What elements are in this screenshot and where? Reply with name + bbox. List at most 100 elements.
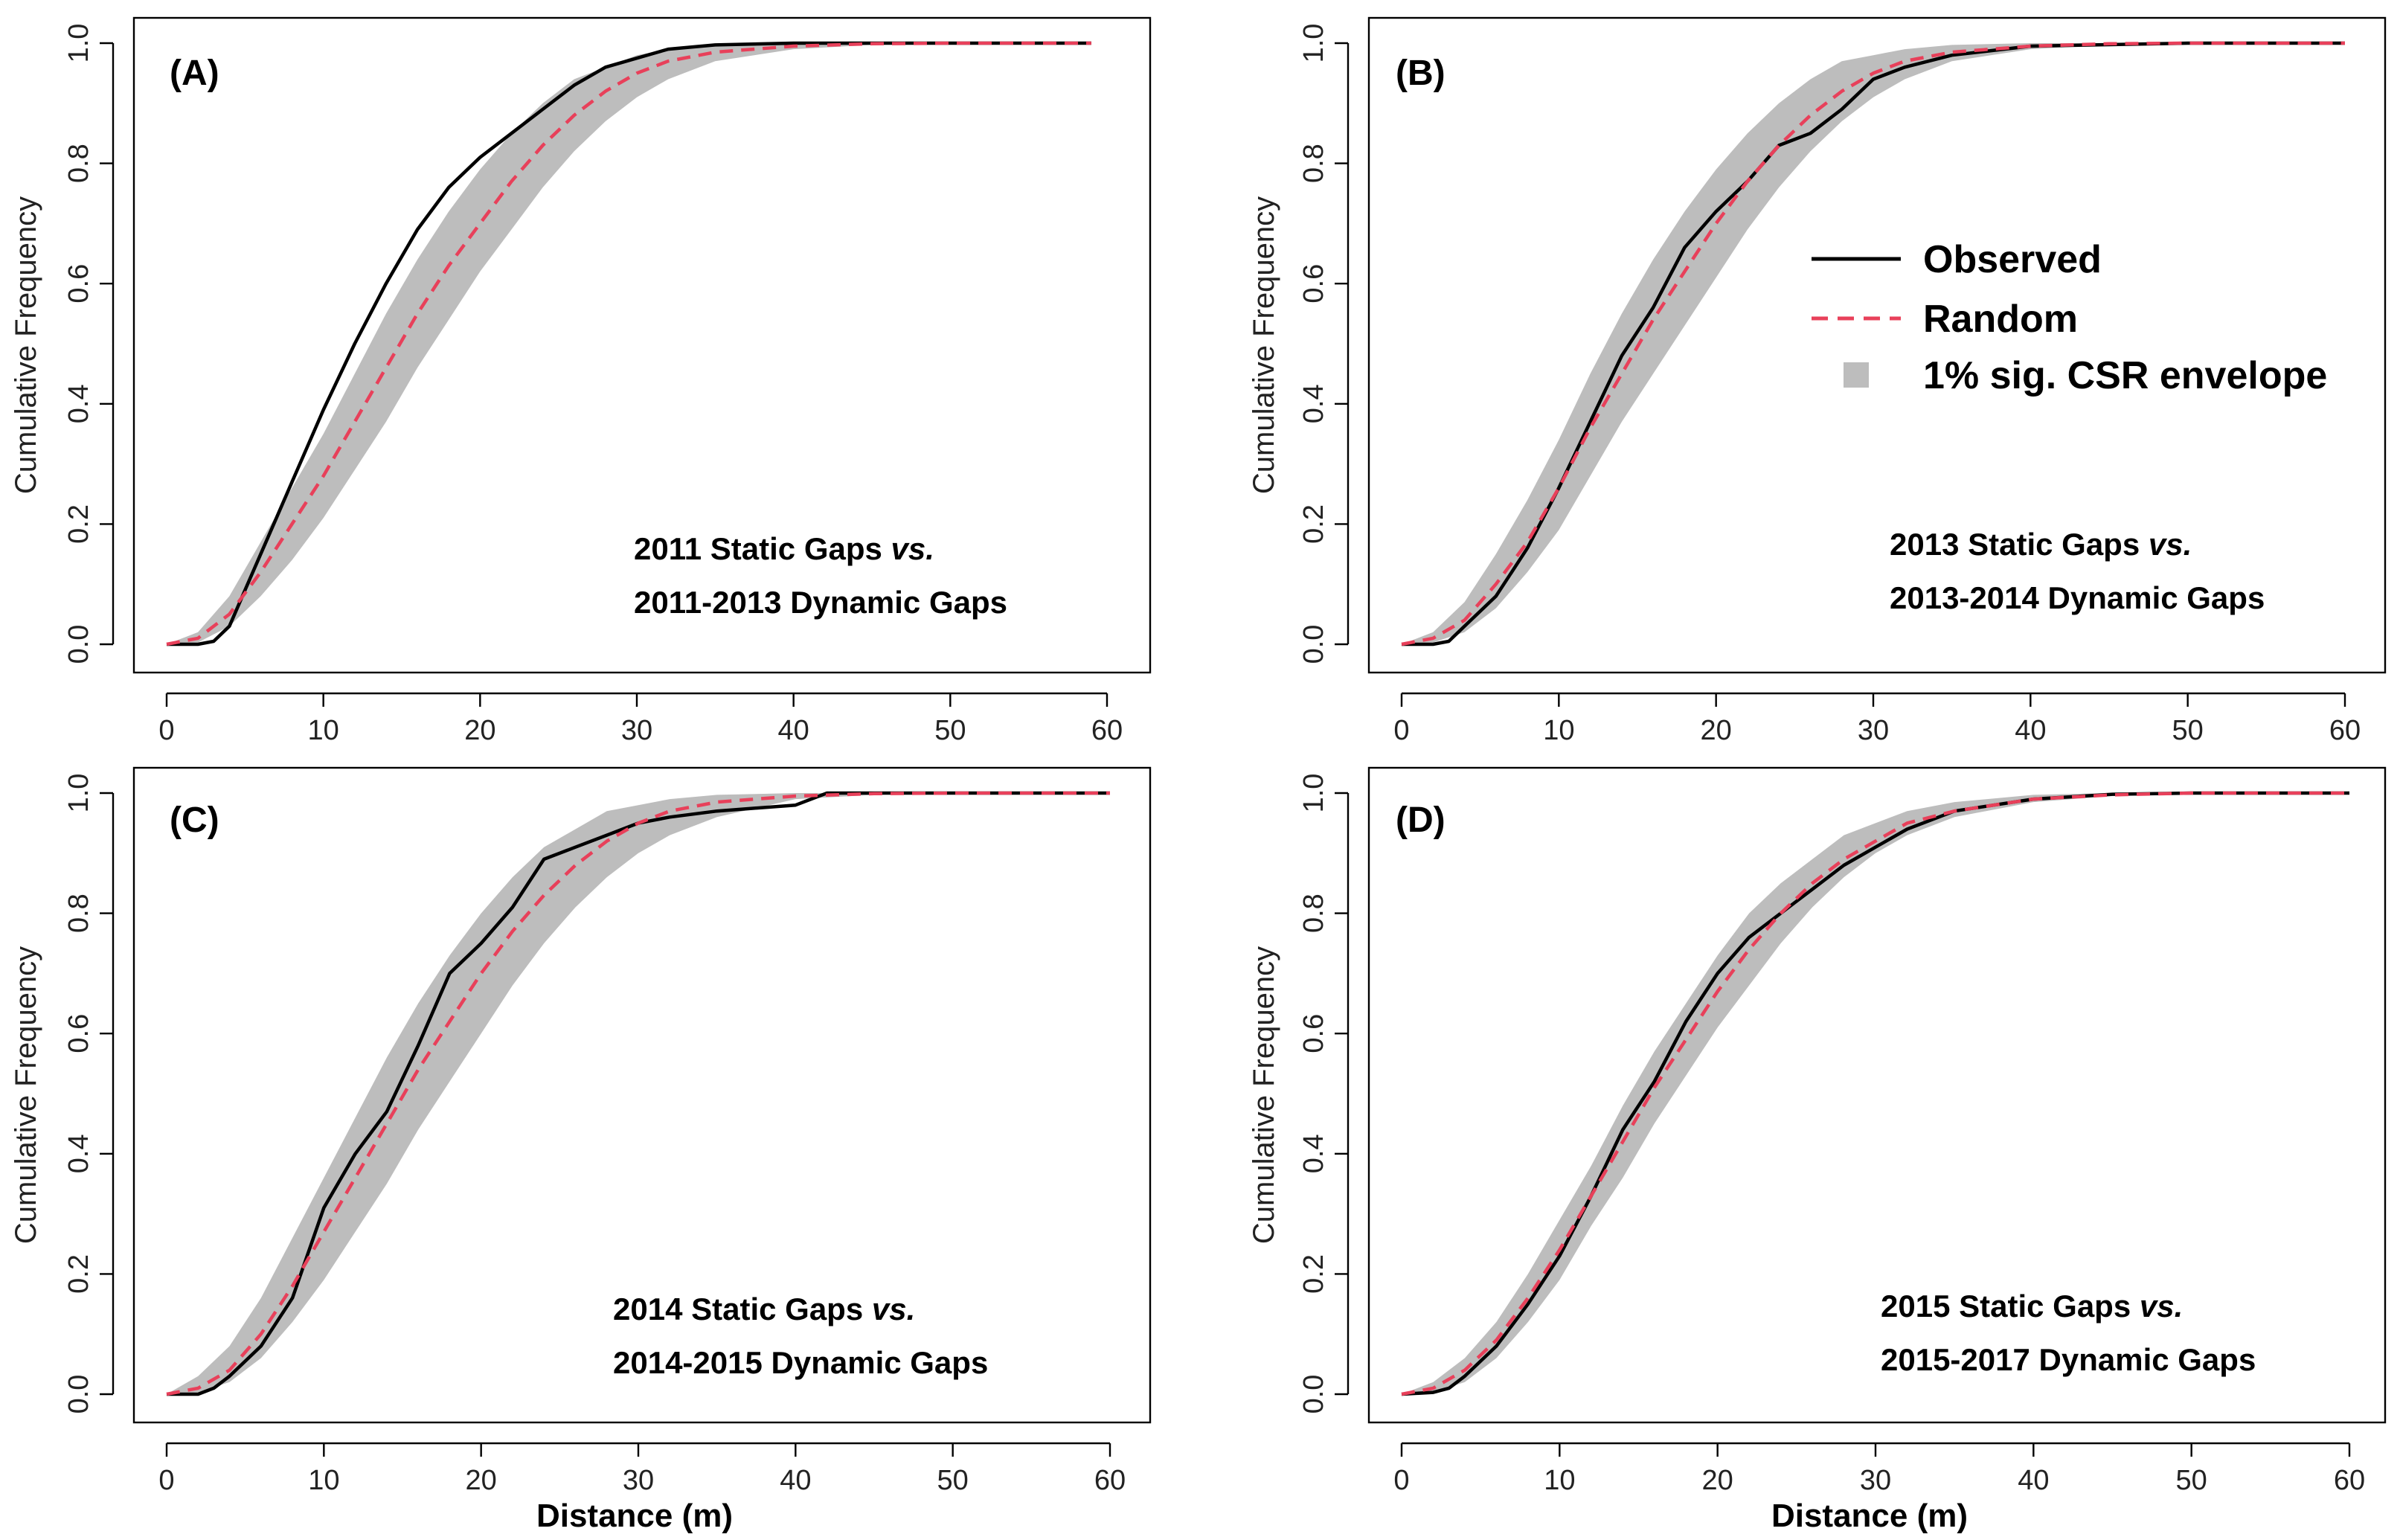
y-tick-label: 0.2 [63,504,94,544]
x-tick-label: 20 [1701,715,1732,746]
y-tick-label: 0.6 [63,264,94,304]
y-tick-label: 0.0 [63,1375,94,1414]
y-tick-label: 0.4 [63,384,94,423]
panel-label: (B) [1396,54,1446,93]
legend-random-label: Random [1923,298,2078,341]
y-tick-label: 0.0 [63,625,94,664]
x-tick-label: 20 [466,1465,497,1496]
panels: 0 10 20 30 40 50 60 0.0 0.2 0.4 0.6 0.8 1.0 Cumulativ… [10,16,2387,1534]
x-tick-label: 10 [308,715,339,746]
random-line [1401,791,2349,1396]
plot-frame [132,766,1152,1424]
x-tick-label: 0 [1393,1465,1409,1496]
y-axis-title: Cumulative Frequency [1248,196,1280,494]
comparison-note-line2: 2014-2015 Dynamic Gaps [613,1345,988,1380]
panel-label: (D) [1396,801,1446,840]
observed-line [167,41,1091,647]
comparison-note-line1: 2015 Static Gaps vs. [1881,1289,2183,1324]
x-tick-label: 30 [621,715,652,746]
random-line [166,41,1091,647]
note-static: 2013 Static Gaps [1890,527,2149,562]
y-tick-label: 0.2 [1298,504,1329,544]
plot-frame [1367,16,2387,674]
csr-envelope-band [1402,793,2349,1394]
x-tick-label: 10 [1543,715,1574,746]
y-tick-label: 0.6 [1298,264,1329,304]
x-axis-title: Distance (m) [536,1498,733,1534]
panel-label: (C) [170,801,219,840]
x-tick-label: 0 [1393,715,1409,746]
note-static: 2014 Static Gaps [613,1292,872,1326]
observed-line [167,791,1110,1396]
comparison-note-line2: 2011-2013 Dynamic Gaps [634,585,1007,620]
x-tick-label: 0 [158,715,174,746]
x-tick-label: 40 [778,715,809,746]
x-tick-label: 40 [2018,1465,2049,1496]
x-tick-label: 50 [934,715,966,746]
observed-line [1401,791,2349,1396]
comparison-note-line1: 2011 Static Gaps vs. [634,531,934,566]
y-tick-label: 1.0 [63,774,94,813]
y-tick-label: 0.6 [1298,1014,1329,1053]
y-tick-label: 0.8 [63,144,94,183]
panel-4: 0 10 20 30 40 50 60 0.0 0.2 0.4 0.6 0.8 1.0 Cumulativ… [1248,766,2387,1534]
note-static: 2015 Static Gaps [1881,1289,2140,1324]
csr-envelope-band [167,43,1091,644]
comparison-note-line1: 2013 Static Gaps vs. [1890,527,2192,562]
y-tick-label: 0.4 [1298,1134,1329,1173]
x-tick-label: 60 [1094,1465,1126,1496]
x-tick-label: 20 [464,715,495,746]
y-tick-label: 1.0 [1298,24,1329,63]
y-tick-label: 0.4 [63,1134,94,1173]
y-tick-label: 0.0 [1298,625,1329,664]
note-vs: vs. [2149,527,2192,562]
legend: Observed Random 1% sig. CSR envelope [1812,238,2327,397]
note-vs: vs. [891,531,934,566]
x-tick-label: 10 [1544,1465,1575,1496]
comparison-note-line2: 2013-2014 Dynamic Gaps [1890,580,2265,615]
note-vs: vs. [2140,1289,2183,1324]
x-tick-label: 40 [780,1465,811,1496]
random-line [1401,41,2345,647]
x-axis-title: Distance (m) [1771,1498,1968,1534]
legend-envelope-swatch [1844,362,1869,388]
y-tick-label: 0.0 [1298,1375,1329,1414]
panel-3: 0 10 20 30 40 50 60 0.0 0.2 0.4 0.6 0.8 1.0 Cumulativ… [10,766,1152,1534]
x-tick-label: 0 [158,1465,174,1496]
legend-observed-label: Observed [1923,238,2102,281]
note-static: 2011 Static Gaps [634,531,891,566]
x-tick-label: 50 [937,1465,969,1496]
y-tick-label: 0.2 [63,1254,94,1294]
y-tick-label: 0.4 [1298,384,1329,423]
x-tick-label: 30 [623,1465,654,1496]
y-tick-label: 0.6 [63,1014,94,1053]
y-tick-label: 1.0 [63,24,94,63]
legend-envelope-label: 1% sig. CSR envelope [1923,354,2327,397]
y-axis-title: Cumulative Frequency [10,946,42,1244]
panel-1: 0 10 20 30 40 50 60 0.0 0.2 0.4 0.6 0.8 1.0 Cumulativ… [10,16,1152,746]
comparison-note-line2: 2015-2017 Dynamic Gaps [1881,1342,2256,1377]
y-tick-label: 0.8 [63,893,94,933]
panel-2: 0 10 20 30 40 50 60 0.0 0.2 0.4 0.6 0.8 1.0 Cumulativ… [1248,16,2387,746]
panel-label: (A) [170,54,219,93]
x-tick-label: 50 [2172,715,2204,746]
random-line [166,791,1110,1396]
comparison-note-line1: 2014 Static Gaps vs. [613,1292,915,1326]
y-tick-label: 0.8 [1298,144,1329,183]
x-tick-label: 60 [2334,1465,2365,1496]
x-tick-label: 60 [1091,715,1123,746]
y-tick-label: 0.2 [1298,1254,1329,1294]
plot-frame [132,16,1152,674]
x-tick-label: 40 [2015,715,2046,746]
x-tick-label: 50 [2176,1465,2207,1496]
csr-envelope-band [1402,43,2345,644]
x-tick-label: 10 [308,1465,339,1496]
x-tick-label: 30 [1858,715,1889,746]
y-axis-title: Cumulative Frequency [1248,946,1280,1244]
plot-frame [1367,766,2387,1424]
y-tick-label: 1.0 [1298,774,1329,813]
note-vs: vs. [872,1292,915,1326]
x-tick-label: 30 [1860,1465,1891,1496]
y-axis-title: Cumulative Frequency [10,196,42,494]
